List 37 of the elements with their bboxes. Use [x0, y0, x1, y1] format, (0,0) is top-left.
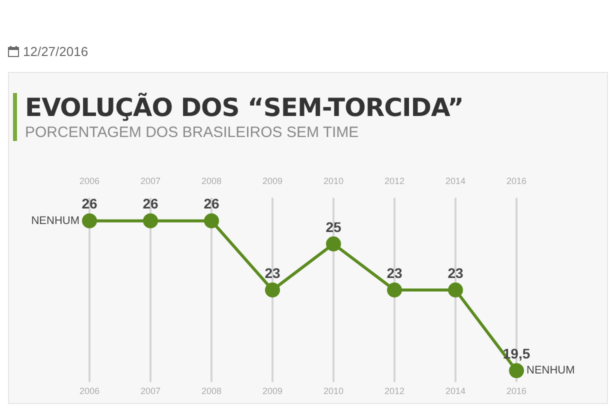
text: 12/27/2016	[23, 44, 88, 59]
data-label: 26	[142, 196, 158, 212]
category-label: 2010	[323, 176, 344, 186]
point	[143, 213, 158, 228]
point	[387, 282, 402, 298]
data-label: 23	[264, 264, 280, 281]
category-label: 2009	[262, 176, 283, 186]
x-tick-label: 2012	[384, 386, 405, 396]
data-label: 26	[82, 196, 98, 212]
point	[326, 236, 341, 252]
category-label: 2012	[384, 176, 405, 186]
x-tick-label: 2014	[445, 386, 466, 396]
data-label: 19,5	[502, 346, 530, 362]
data-label: 23	[386, 264, 402, 281]
category-label: 2007	[140, 176, 161, 186]
data-label: 25	[326, 218, 342, 235]
x-tick-label: 2010	[323, 386, 344, 396]
point	[509, 363, 524, 378]
point	[82, 213, 97, 228]
data-label: 23	[448, 264, 464, 281]
chart-title: EVOLUÇÃO DOS “SEM-TORCIDA”	[25, 93, 464, 122]
category-label: 2014	[445, 176, 466, 186]
point	[204, 213, 219, 228]
x-tick-label: 2008	[201, 386, 222, 396]
x-tick-label: 2006	[79, 386, 100, 396]
category-label: 2008	[201, 176, 222, 186]
annotation: NENHUM	[31, 214, 80, 227]
x-tick-label: 2016	[506, 386, 527, 396]
category-label: 2006	[79, 176, 100, 186]
point	[265, 282, 280, 298]
x-tick-label: 2007	[140, 386, 161, 396]
chart-subtitle: PORCENTAGEM DOS BRASILEIROS SEM TIME	[25, 124, 360, 141]
data-label: 26	[204, 196, 220, 212]
annotation: NENHUM	[526, 364, 575, 377]
category-label: 2016	[506, 176, 527, 186]
point	[448, 282, 463, 298]
x-tick-label: 2009	[262, 386, 283, 396]
